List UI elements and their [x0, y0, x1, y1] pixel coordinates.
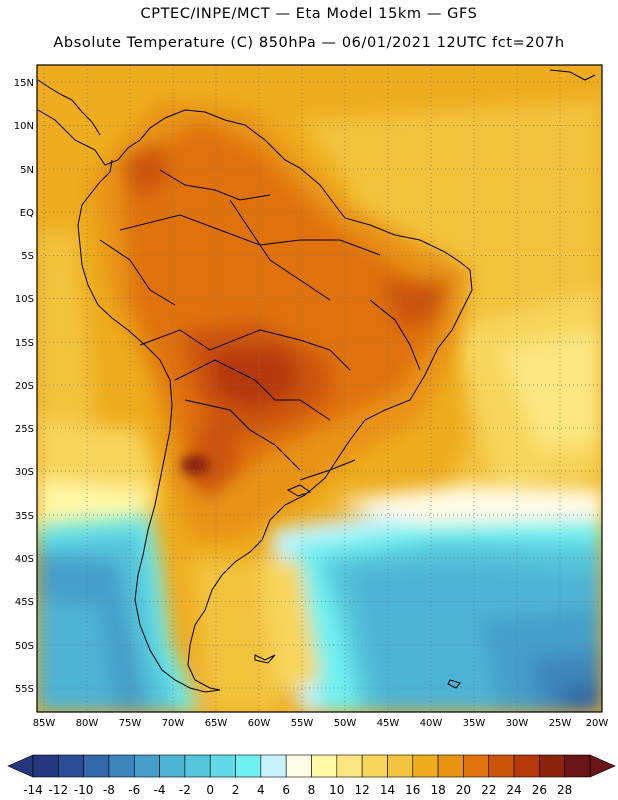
lat-label: 35S: [15, 511, 34, 522]
colorbar-swatch: [83, 754, 110, 778]
colorbar-label: 0: [206, 783, 215, 797]
lat-label: 25S: [15, 424, 34, 435]
lon-label: 70W: [162, 718, 185, 729]
lon-label: 35W: [463, 718, 486, 729]
colorbar-label: 10: [329, 783, 345, 797]
colorbar-swatch: [539, 754, 565, 778]
lon-label: 20W: [586, 718, 609, 729]
colorbar-swatch: [311, 754, 338, 778]
colorbar-swatch: [133, 754, 160, 778]
lat-label: 50S: [15, 641, 34, 652]
colorbar-label: 14: [379, 783, 396, 797]
colorbar-swatch: [32, 754, 59, 778]
lat-label: 15N: [14, 78, 34, 89]
lat-label: 15S: [15, 338, 34, 349]
colorbar-swatch: [387, 754, 414, 778]
lon-label: 25W: [549, 718, 572, 729]
colorbar-min-arrow: [7, 754, 34, 778]
lon-label: 50W: [334, 718, 357, 729]
colorbar-swatch: [513, 754, 540, 778]
colorbar-label: 4: [257, 783, 265, 797]
lat-label: 5S: [21, 251, 34, 262]
colorbar-swatch: [564, 754, 591, 778]
colorbar-label: 20: [455, 783, 472, 797]
lon-label: 45W: [377, 718, 400, 729]
map-title-line1: CPTEC/INPE/MCT — Eta Model 15km — GFS: [140, 6, 478, 22]
lat-label: 10N: [14, 121, 34, 132]
lat-label: EQ: [20, 208, 34, 219]
colorbar-label: -8: [102, 783, 115, 797]
colorbar-label: -2: [178, 783, 191, 797]
colorbar-label: 28: [557, 783, 573, 797]
lon-label: 60W: [248, 718, 271, 729]
colorbar-swatch: [235, 754, 262, 778]
map-title-line2: Absolute Temperature (C) 850hPa — 06/01/…: [53, 35, 565, 51]
colorbar-swatch: [58, 754, 84, 778]
colorbar-label: -10: [73, 783, 94, 797]
colorbar-swatch: [285, 754, 312, 778]
lon-label: 85W: [33, 718, 56, 729]
colorbar-swatch: [184, 754, 211, 778]
temperature-field: [37, 65, 602, 712]
lat-label: 5N: [20, 165, 34, 176]
colorbar-swatch: [209, 754, 236, 778]
colorbar-swatch: [361, 754, 388, 778]
colorbar-max-arrow: [589, 754, 616, 778]
colorbar-label: -14: [23, 783, 43, 797]
lat-label: 40S: [15, 554, 34, 565]
colorbar-swatch: [488, 754, 515, 778]
colorbar-label: 18: [430, 783, 446, 797]
colorbar-swatch: [463, 754, 490, 778]
colorbar-swatch: [108, 754, 135, 778]
lat-label: 10S: [15, 294, 34, 305]
colorbar-swatch: [412, 754, 439, 778]
lon-label: 65W: [205, 718, 228, 729]
colorbar-label: 26: [531, 783, 547, 797]
colorbar-swatch: [336, 754, 363, 778]
lon-label: 75W: [119, 718, 142, 729]
colorbar-label: 8: [307, 783, 316, 797]
lon-label: 80W: [76, 718, 99, 729]
colorbar: [7, 754, 616, 778]
colorbar-label: -12: [48, 783, 69, 797]
lat-label: 30S: [15, 467, 34, 478]
colorbar-label: 22: [481, 783, 497, 797]
lon-label: 40W: [420, 718, 443, 729]
lat-label: 55S: [15, 684, 34, 695]
colorbar-label: 12: [354, 783, 370, 797]
colorbar-swatch: [260, 754, 287, 778]
lat-label: 20S: [15, 381, 34, 392]
longitude-labels: 85W 80W 75W 70W 65W 60W 55W 50W 45W 40W …: [33, 718, 609, 729]
colorbar-label: -4: [153, 783, 166, 797]
colorbar-label: 6: [282, 783, 290, 797]
lon-label: 55W: [291, 718, 314, 729]
coastlines: [37, 69, 596, 693]
latitude-labels: 15N 10N 5N EQ 5S 10S 15S 20S 25S 30S 35S…: [14, 78, 34, 695]
colorbar-label: 16: [405, 783, 421, 797]
colorbar-label: 2: [231, 783, 240, 797]
colorbar-label: 24: [506, 783, 522, 797]
colorbar-label: -6: [128, 783, 141, 797]
colorbar-swatch: [437, 754, 464, 778]
lat-label: 45S: [15, 597, 34, 608]
colorbar-swatch: [159, 754, 186, 778]
lon-label: 30W: [506, 718, 529, 729]
